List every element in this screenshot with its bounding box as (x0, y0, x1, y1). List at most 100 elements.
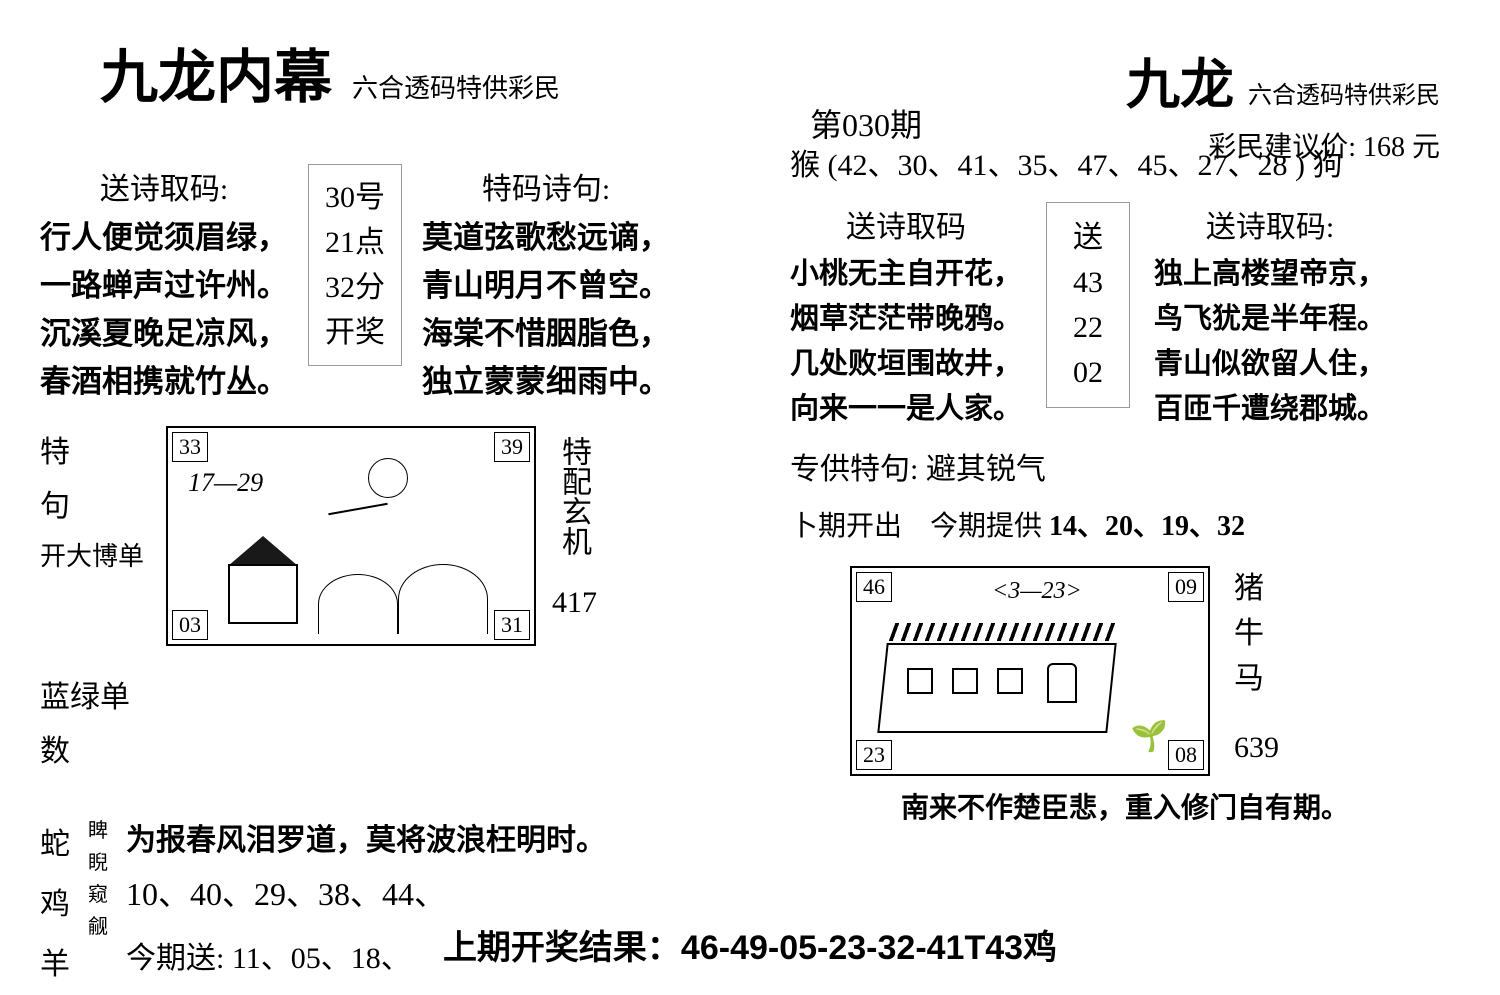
right-sketch: 46 09 23 08 <3—23> 🌱 (850, 566, 1210, 776)
r-poem1-line: 几处败垣围故井， (790, 342, 1022, 387)
right-title: 九龙 (1126, 40, 1234, 119)
r-poem2-line: 鸟飞犹是半年程。 (1154, 297, 1386, 342)
zodiac: 蛇 (40, 815, 70, 875)
poem2-block: 特码诗句: 莫道弦歌愁远谪， 青山明月不曾空。 海棠不惜胭脂色， 独立蒙蒙细雨中… (422, 164, 670, 406)
r-center-line: 43 (1073, 260, 1103, 305)
left-panel: 九龙内幕 六合透码特供彩民 送诗取码: 行人便觉须眉绿， 一路蝉声过许州。 沉溪… (0, 0, 750, 987)
left-poems-section: 送诗取码: 行人便觉须眉绿， 一路蝉声过许州。 沉溪夏晚足凉风， 春酒相携就竹丛… (40, 164, 710, 406)
poem1-line: 行人便觉须眉绿， (40, 214, 288, 262)
r-poem1-lines: 小桃无主自开花， 烟草茫茫带晚鸦。 几处败垣围故井， 向来一一是人家。 (790, 252, 1022, 432)
r-poem1-line: 小桃无主自开花， (790, 252, 1022, 297)
center-box-line: 21点 (325, 220, 385, 265)
r-poem2-heading: 送诗取码: (1154, 202, 1386, 246)
tree-doodle: 🌱 (1131, 719, 1168, 754)
poem1-line: 沉溪夏晚足凉风， (40, 310, 288, 358)
side-num: 417 (552, 586, 602, 620)
tiny: 睨 (88, 847, 108, 879)
period-label: 卜期开出 今期提供 (790, 511, 1042, 542)
sketch-corner-tl: 33 (172, 432, 208, 462)
poem1-block: 送诗取码: 行人便觉须眉绿， 一路蝉声过许州。 沉溪夏晚足凉风， 春酒相携就竹丛… (40, 164, 288, 406)
r-poem2-block: 送诗取码: 独上高楼望帝京， 鸟飞犹是半年程。 青山似欲留人住， 百匝千遭绕郡城… (1154, 202, 1386, 432)
r-sketch-tl: 46 (856, 572, 892, 602)
poem2-line: 海棠不惜胭脂色， (422, 310, 670, 358)
period-nums: 14、20、19、32 (1049, 511, 1245, 542)
footer-result: 上期开奖结果：46-49-05-23-32-41T43鸡 (0, 920, 1500, 969)
left-title: 九龙内幕 (100, 30, 332, 114)
left-mid-row: 特 句 开大博单 蓝绿单数 33 39 03 31 17—29 特配 (40, 426, 710, 779)
right-poems-section: 送诗取码 小桃无主自开花， 烟草茫茫带晚鸦。 几处败垣围故井， 向来一一是人家。… (790, 202, 1460, 432)
poem2-lines: 莫道弦歌愁远谪， 青山明月不曾空。 海棠不惜胭脂色， 独立蒙蒙细雨中。 (422, 214, 670, 406)
tiny: 睥 (88, 815, 108, 847)
issue-number: 第030期 (810, 100, 922, 146)
side-vert-text: 特配玄机 (552, 426, 594, 566)
left-label-1: 特 句 (40, 426, 150, 534)
left-couplet: 为报春风泪罗道，莫将波浪枉明时。 (126, 815, 606, 859)
roof-hatch (889, 623, 1116, 641)
sketch-text: 17—29 (188, 468, 263, 498)
right-title-block: 九龙 六合透码特供彩民 彩民建议价: 168 元 (1126, 40, 1440, 165)
right-subtitle: 六合透码特供彩民 (1248, 75, 1440, 110)
left-label-3: 蓝绿单数 (40, 671, 150, 779)
left-numlist: 10、40、29、38、44、 (126, 869, 606, 915)
poem1-line: 春酒相携就竹丛。 (40, 358, 288, 406)
tiny: 窥 (88, 879, 108, 911)
r-center-line: 22 (1073, 305, 1103, 350)
right-side-num: 639 (1234, 731, 1279, 765)
r-poem1-line: 向来一一是人家。 (790, 387, 1022, 432)
left-label-2: 开大博单 (40, 534, 150, 581)
r-zodiac: 牛 (1234, 611, 1279, 656)
right-panel: 第030期 九龙 六合透码特供彩民 彩民建议价: 168 元 猴 (42、30、… (750, 0, 1500, 987)
price-line: 彩民建议价: 168 元 (1126, 125, 1440, 165)
sketch-corner-bl: 03 (172, 610, 208, 640)
right-vert-list: 猪 牛 马 (1234, 566, 1279, 701)
left-subtitle: 六合透码特供彩民 (352, 68, 560, 105)
left-labels: 特 句 开大博单 蓝绿单数 (40, 426, 150, 779)
right-bottom-couplet: 南来不作楚臣悲，重入修门自有期。 (790, 786, 1460, 826)
r-poem1-heading: 送诗取码 (790, 202, 1022, 246)
left-sketch: 33 39 03 31 17—29 (166, 426, 536, 646)
poem2-line: 独立蒙蒙细雨中。 (422, 358, 670, 406)
sketch-corner-tr: 39 (494, 432, 530, 462)
center-box-line: 30号 (325, 175, 385, 220)
r-poem2-lines: 独上高楼望帝京， 鸟飞犹是半年程。 青山似欲留人住， 百匝千遭绕郡城。 (1154, 252, 1386, 432)
r-sketch-br: 08 (1168, 740, 1204, 770)
house-doodle (228, 564, 298, 624)
r-center-line: 02 (1073, 350, 1103, 395)
r-sketch-tr: 09 (1168, 572, 1204, 602)
period-line: 卜期开出 今期提供 14、20、19、32 (790, 504, 1460, 544)
hill-doodle (318, 574, 398, 634)
r-poem2-line: 青山似欲留人住， (1154, 342, 1386, 387)
r-sketch-text: <3—23> (992, 578, 1082, 605)
poem1-lines: 行人便觉须眉绿， 一路蝉声过许州。 沉溪夏晚足凉风， 春酒相携就竹丛。 (40, 214, 288, 406)
center-box-line: 32分 (325, 265, 385, 310)
sketch-corner-br: 31 (494, 610, 530, 640)
window-doodle (997, 668, 1023, 694)
center-box-line: 开奖 (325, 310, 385, 355)
right-sketch-row: 46 09 23 08 <3—23> 🌱 猪 牛 马 (850, 566, 1460, 776)
right-center-box: 送 43 22 02 (1046, 202, 1130, 408)
r-poem2-line: 百匝千遭绕郡城。 (1154, 387, 1386, 432)
hill-doodle (398, 564, 488, 634)
poem2-heading: 特码诗句: (422, 164, 670, 208)
roof-doodle (228, 536, 298, 566)
r-poem1-line: 烟草茫茫带晚鸦。 (790, 297, 1022, 342)
poem1-heading: 送诗取码: (40, 164, 288, 208)
door-doodle (1047, 663, 1077, 703)
r-poem1-block: 送诗取码 小桃无主自开花， 烟草茫茫带晚鸦。 几处败垣围故井， 向来一一是人家。 (790, 202, 1022, 432)
side-vert-label: 特配玄机 (552, 426, 602, 566)
right-side-col: 猪 牛 马 639 (1234, 566, 1279, 765)
poem1-line: 一路蝉声过许州。 (40, 262, 288, 310)
sun-doodle (368, 458, 408, 498)
left-title-row: 九龙内幕 六合透码特供彩民 (100, 30, 710, 114)
window-doodle (907, 668, 933, 694)
poem2-line: 青山明月不曾空。 (422, 262, 670, 310)
r-sketch-bl: 23 (856, 740, 892, 770)
left-side-col: 特配玄机 417 (552, 426, 602, 620)
r-zodiac: 猪 (1234, 566, 1279, 611)
r-poem2-line: 独上高楼望帝京， (1154, 252, 1386, 297)
r-zodiac: 马 (1234, 656, 1279, 701)
supply-line: 专供特句: 避其锐气 (790, 444, 1460, 488)
doodle-line (328, 503, 387, 515)
r-center-line: 送 (1073, 215, 1103, 260)
window-doodle (952, 668, 978, 694)
